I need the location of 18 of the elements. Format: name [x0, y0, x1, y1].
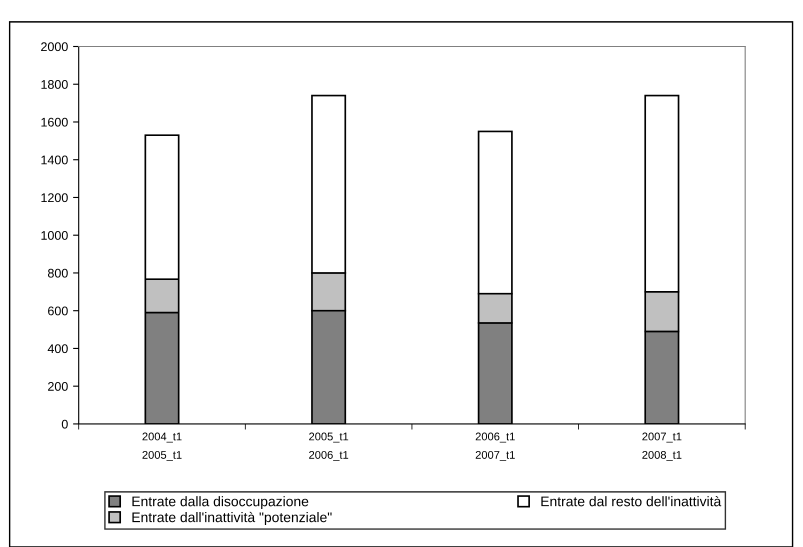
x-tick-label: 2006_t1 2007_t1 — [476, 432, 515, 461]
y-tick-label: 1000 — [41, 231, 68, 240]
x-tick-label: 2005_t1 2006_t1 — [309, 432, 348, 461]
y-tick-label: 200 — [48, 382, 68, 391]
y-tick-label: 1600 — [41, 118, 68, 127]
y-tick-label: 2000 — [41, 42, 68, 52]
y-tick-label: 1200 — [41, 193, 68, 202]
y-tick-label: 1400 — [41, 156, 68, 164]
legend-label: Entrate dal resto dell'inattività — [541, 496, 722, 506]
legend-label: Entrate dalla disoccupazione — [132, 496, 308, 510]
y-tick-label: 400 — [48, 344, 68, 354]
y-tick-label: 600 — [48, 306, 68, 316]
y-tick-label: 1800 — [41, 80, 68, 89]
x-tick-label: 2007_t1 2008_t1 — [642, 432, 682, 461]
y-tick-label: 800 — [48, 268, 68, 278]
x-tick-label: 2004_t1 2005_t1 — [142, 432, 182, 461]
legend-label: Entrate dall'inattività "potenziale" — [132, 512, 332, 525]
y-tick-label: 0 — [62, 420, 68, 429]
